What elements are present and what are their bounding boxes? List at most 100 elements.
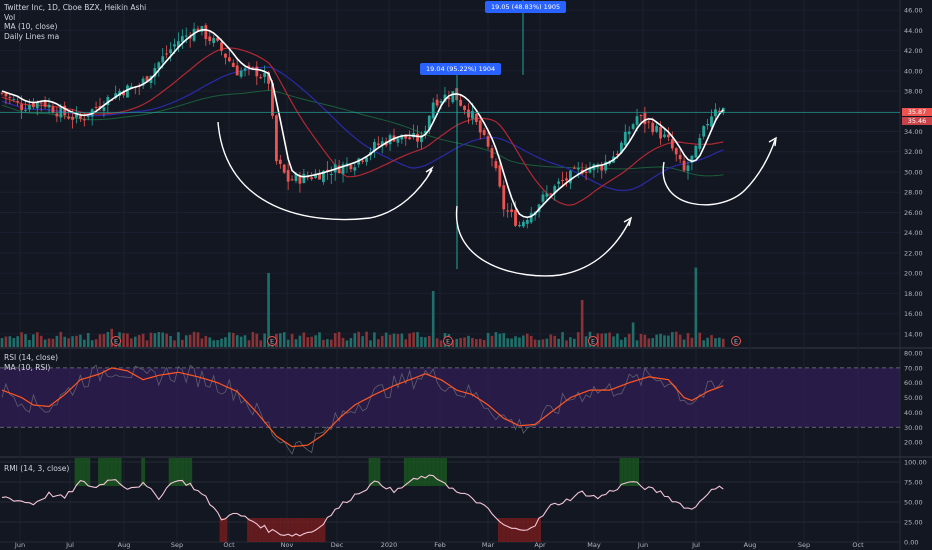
candle-body	[690, 155, 694, 163]
candle-body	[710, 116, 713, 127]
rmi-oversold-zone	[497, 518, 502, 542]
candle-body	[467, 109, 470, 118]
candle-body	[545, 193, 549, 197]
candle-body	[361, 160, 365, 162]
volume-bar	[714, 338, 717, 347]
volume-bar	[369, 340, 372, 347]
volume-bar	[157, 332, 161, 347]
rmi-oversold-zone	[274, 518, 279, 542]
candle-body	[365, 157, 368, 162]
rmi-line	[1, 474, 724, 537]
volume-bar	[604, 333, 607, 347]
volume-bar	[90, 340, 94, 347]
rsi-line	[1, 364, 724, 455]
y-tick-label: 20.00	[904, 270, 923, 278]
volume-bar	[20, 332, 23, 347]
volume-bar	[349, 338, 353, 347]
candle-body	[20, 104, 23, 111]
x-tick-label: Sep	[798, 541, 810, 549]
candle-body	[702, 126, 706, 137]
volume-bar	[35, 332, 39, 347]
candle-body	[694, 145, 698, 158]
volume-bar	[608, 332, 611, 347]
candle-body	[302, 173, 306, 184]
candle-body	[447, 97, 451, 100]
volume-bar	[522, 335, 525, 347]
candle-body	[39, 102, 43, 104]
candle-body	[502, 185, 506, 210]
rmi-overbought-zone	[102, 458, 106, 486]
volume-bar	[392, 333, 396, 347]
volume-bar	[471, 337, 474, 347]
volume-bar	[188, 334, 192, 347]
volume-bar	[16, 336, 19, 347]
candle-body	[604, 161, 608, 171]
candle-body	[651, 122, 655, 133]
rmi-overbought-zone	[368, 458, 373, 486]
candle-body	[51, 106, 55, 113]
volume-bar	[47, 338, 51, 347]
candle-body	[227, 57, 231, 62]
candle-body	[380, 141, 384, 146]
candle-body	[717, 110, 721, 112]
candle-body	[549, 193, 553, 195]
rmi-overbought-zone	[105, 458, 110, 486]
candle-body	[423, 130, 427, 134]
candle-body	[4, 93, 8, 97]
candle-body	[271, 82, 274, 116]
rsi-ma-title: MA (10, RSI)	[4, 362, 51, 372]
y-tick-label: 30.00	[904, 168, 923, 176]
volume-bar	[67, 338, 70, 347]
volume-bar	[212, 340, 215, 347]
volume-bar	[420, 336, 423, 347]
volume-bar	[486, 332, 490, 347]
rmi-overbought-zone	[117, 458, 122, 486]
candle-body	[416, 133, 419, 142]
volume-bar	[373, 332, 376, 347]
candle-body	[188, 36, 192, 39]
x-tick-label: Aug	[744, 541, 757, 549]
y-tick-label: 14.00	[904, 330, 923, 338]
volume-bar	[631, 322, 635, 347]
rmi-oversold-zone	[501, 518, 506, 542]
candle-body	[16, 101, 20, 103]
rmi-overbought-zone	[631, 458, 636, 486]
volume-bar	[514, 336, 517, 347]
volume-bar	[580, 300, 584, 347]
candle-body	[282, 164, 286, 173]
volume-bar	[263, 333, 266, 347]
volume-bar	[141, 333, 145, 347]
rmi-oversold-zone	[282, 518, 287, 542]
volume-bar	[404, 339, 408, 347]
candle-body	[631, 124, 635, 129]
volume-bar	[455, 338, 459, 347]
symbol-title[interactable]: Twitter Inc, 1D, Cboe BZX, Heikin Ashi	[4, 3, 147, 12]
x-tick-label: Nov	[281, 541, 294, 549]
candle-body	[290, 179, 294, 181]
candle-body	[235, 65, 239, 76]
x-tick-label: Aug	[118, 541, 131, 549]
volume-bar	[518, 337, 521, 347]
y-tick-label: 24.00	[904, 229, 923, 237]
volume-bar	[671, 332, 674, 347]
rsi-legend: RSI (14, close) MA (10, RSI)	[4, 353, 58, 372]
candle-body	[275, 115, 278, 162]
volume-bar	[231, 332, 235, 347]
volume-bar	[208, 337, 212, 347]
rmi-oversold-zone	[258, 518, 263, 542]
candle-body	[627, 131, 631, 135]
candle-body	[173, 44, 176, 47]
drawn-arrow-3	[768, 136, 777, 147]
volume-bar	[620, 339, 623, 347]
volume-bar	[569, 337, 572, 347]
rmi-oversold-zone	[262, 518, 267, 542]
volume-bar	[427, 335, 431, 347]
x-tick-label: Jun	[14, 541, 25, 549]
rmi-overbought-zone	[141, 458, 146, 486]
rsi-tick-label: 30.00	[904, 424, 923, 432]
candle-body	[129, 86, 133, 89]
rmi-overbought-zone	[431, 458, 436, 486]
candle-body	[482, 130, 486, 135]
candle-body	[239, 70, 243, 77]
